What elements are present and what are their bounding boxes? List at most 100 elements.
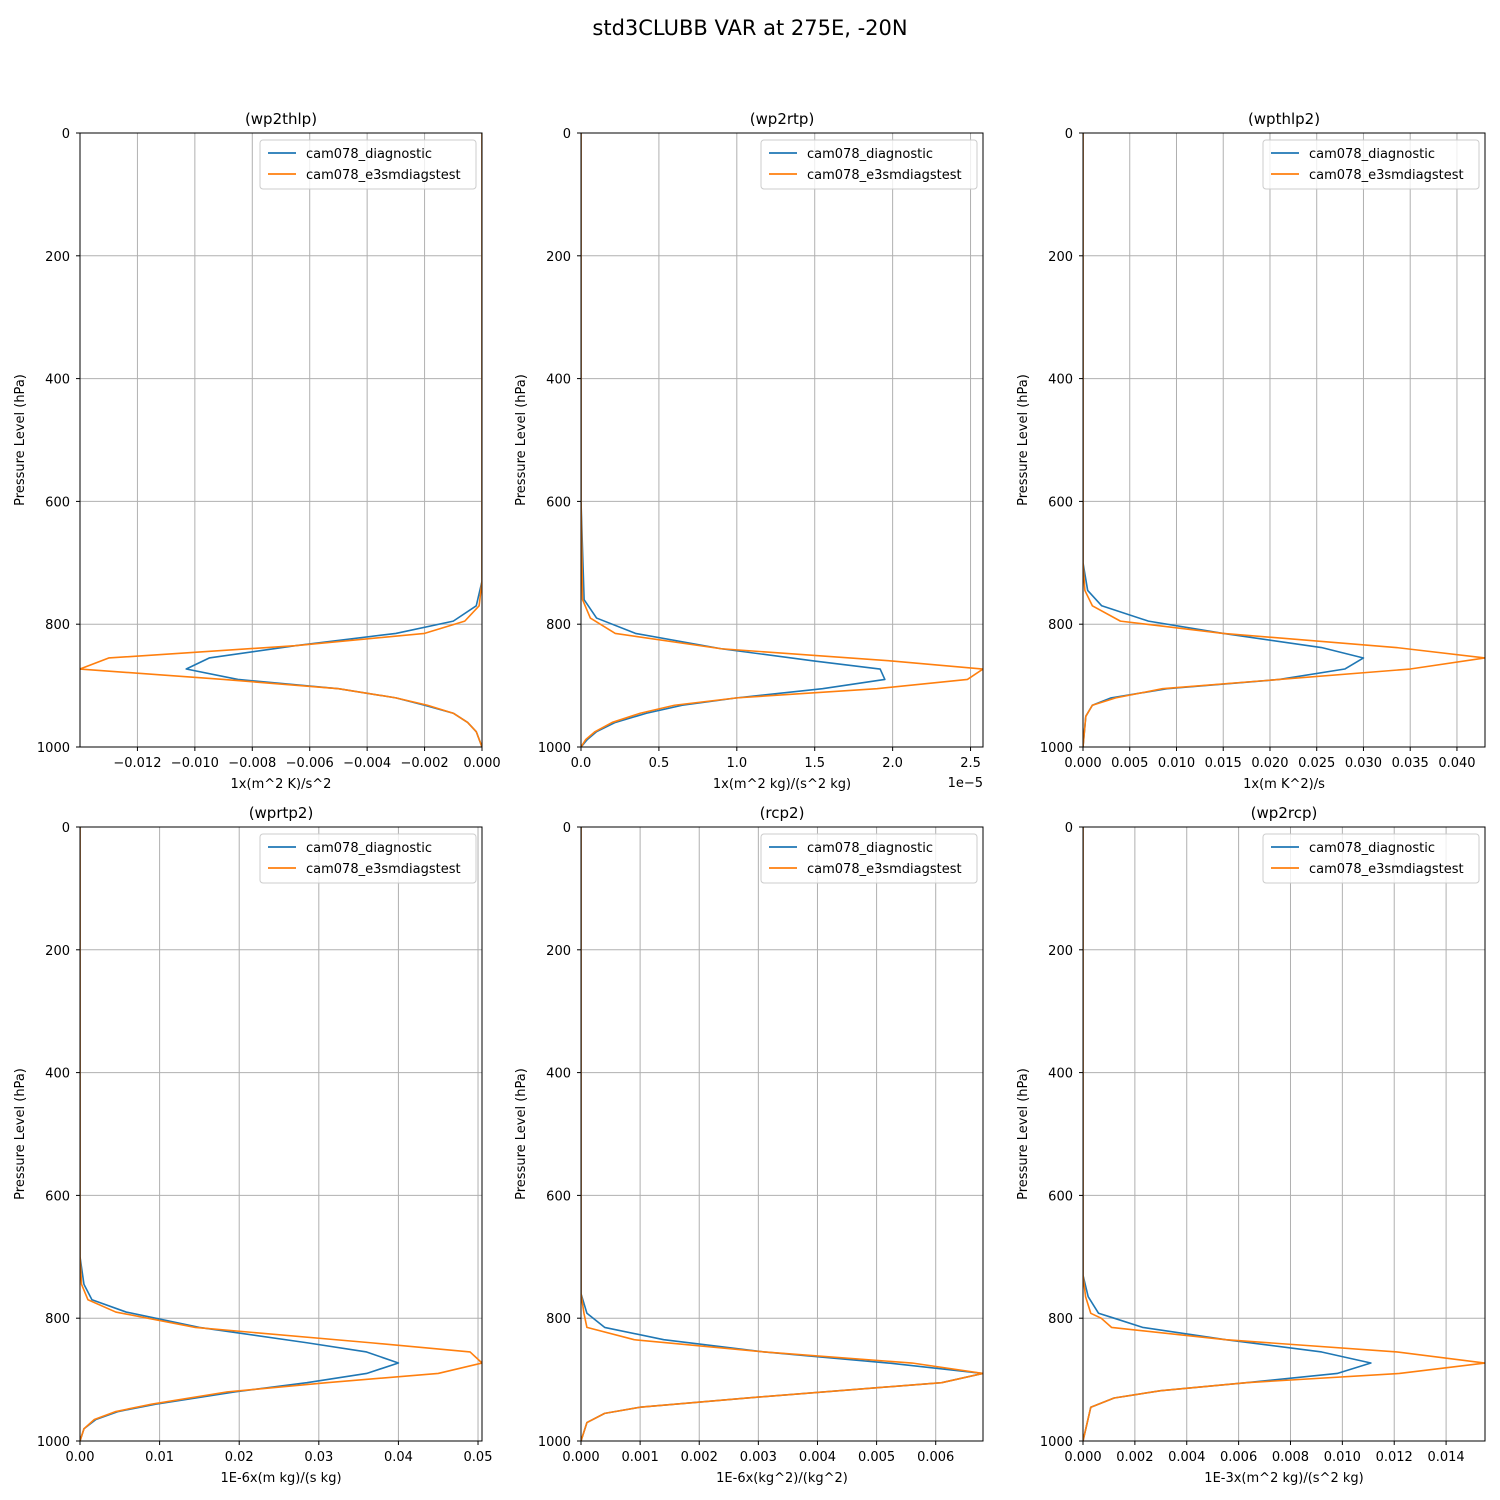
y-tick-label: 400 <box>1048 1067 1073 1082</box>
x-tick-label: 0.00 <box>66 1450 95 1465</box>
legend-label: cam078_e3smdiagstest <box>1309 862 1464 877</box>
axes-frame <box>79 826 483 1442</box>
legend-label: cam078_e3smdiagstest <box>1309 168 1464 183</box>
subplot-3: 0.000 0.005 0.010 0.015 0.020 0.025 0.030 0.035… <box>1016 110 1486 792</box>
legend-box <box>760 833 978 884</box>
legend-label: cam078_diagnostic <box>306 147 432 162</box>
y-tick-label: 200 <box>45 944 70 959</box>
x-tick-label: 0.000 <box>1064 1450 1101 1465</box>
y-tick-label: 600 <box>1048 495 1073 510</box>
subplot-title: (wp2thlp) <box>245 110 317 128</box>
figure-suptitle: std3CLUBB VAR at 275E, -20N <box>592 16 908 40</box>
y-tick-label: 200 <box>1048 944 1073 959</box>
x-tick-label: 0.012 <box>1376 1450 1413 1465</box>
x-tick-label: 0.05 <box>464 1450 493 1465</box>
x-tick-label: 2.0 <box>882 756 903 771</box>
x-axis-label: 1x(m K^2)/s <box>1243 777 1325 792</box>
x-tick-label: 0.002 <box>1116 1450 1153 1465</box>
x-offset-label: 1e−5 <box>948 776 983 791</box>
x-tick-label: 0.000 <box>463 756 500 771</box>
x-axis-label: 1E-6x(m kg)/(s kg) <box>220 1471 341 1486</box>
subplot-2: 0.0 0.5 1.0 1.5 2.0 2.5 0 200 400 600 800 1000 (wp2r… <box>514 110 984 792</box>
legend-label: cam078_diagnostic <box>306 841 432 856</box>
y-tick-label: 0 <box>62 821 70 836</box>
y-tick-label: 1000 <box>37 1435 70 1450</box>
y-tick-label: 200 <box>45 250 70 265</box>
series-line-cam078_diagnostic <box>185 133 482 747</box>
x-axis-label: 1E-3x(m^2 kg)/(s^2 kg) <box>1204 1471 1363 1486</box>
y-tick-label: 0 <box>1065 127 1073 142</box>
series-line-cam078_e3smdiagstest <box>80 133 482 747</box>
axes-frame <box>1082 132 1486 748</box>
x-tick-label: 0.03 <box>304 1450 333 1465</box>
y-tick-label: 0 <box>62 127 70 142</box>
y-tick-label: 1000 <box>538 1435 571 1450</box>
y-tick-label: 800 <box>45 618 70 633</box>
y-tick-label: 1000 <box>1040 741 1073 756</box>
x-axis-label: 1x(m^2 kg)/(s^2 kg) <box>713 777 851 792</box>
x-tick-label: −0.008 <box>228 756 276 771</box>
x-tick-label: 0.001 <box>622 1450 659 1465</box>
x-tick-label: −0.010 <box>171 756 219 771</box>
legend-label: cam078_e3smdiagstest <box>306 862 461 877</box>
x-tick-label: 0.008 <box>1272 1450 1309 1465</box>
y-tick-label: 600 <box>546 1189 571 1204</box>
x-tick-label: 0.04 <box>384 1450 413 1465</box>
y-tick-label: 200 <box>546 944 571 959</box>
x-tick-label: −0.004 <box>343 756 391 771</box>
legend-box <box>259 833 477 884</box>
legend-label: cam078_diagnostic <box>1309 841 1435 856</box>
series-line-cam078_diagnostic <box>581 133 886 747</box>
y-axis-label: Pressure Level (hPa) <box>514 374 529 506</box>
x-tick-label: 0.005 <box>858 1450 895 1465</box>
x-tick-label: 0.003 <box>740 1450 777 1465</box>
y-tick-label: 1000 <box>538 741 571 756</box>
subplot-title: (wpthlp2) <box>1248 110 1320 128</box>
legend-label: cam078_e3smdiagstest <box>807 862 962 877</box>
legend-box <box>1262 833 1480 884</box>
y-axis-label: Pressure Level (hPa) <box>514 1068 529 1200</box>
axes-frame <box>1082 826 1486 1442</box>
x-tick-label: 0.015 <box>1205 756 1242 771</box>
x-tick-label: 0.004 <box>799 1450 836 1465</box>
y-tick-label: 400 <box>1048 373 1073 388</box>
y-axis-label: Pressure Level (hPa) <box>13 1068 28 1200</box>
x-tick-label: 0.004 <box>1168 1450 1205 1465</box>
y-tick-label: 0 <box>563 127 571 142</box>
legend-label: cam078_diagnostic <box>807 147 933 162</box>
subplot-title: (wp2rtp) <box>750 110 815 128</box>
y-tick-label: 0 <box>563 821 571 836</box>
series-line-cam078_e3smdiagstest <box>80 827 482 1441</box>
x-tick-label: 0.002 <box>681 1450 718 1465</box>
y-tick-label: 600 <box>45 495 70 510</box>
series-line-cam078_e3smdiagstest <box>1083 827 1485 1441</box>
legend-label: cam078_e3smdiagstest <box>807 168 962 183</box>
x-axis-label: 1E-6x(kg^2)/(kg^2) <box>716 1471 848 1486</box>
series-line-cam078_e3smdiagstest <box>581 133 983 747</box>
subplot-title: (wprtp2) <box>249 804 314 822</box>
y-tick-label: 400 <box>546 1067 571 1082</box>
legend-label: cam078_diagnostic <box>1309 147 1435 162</box>
x-tick-label: 0.005 <box>1111 756 1148 771</box>
y-tick-label: 400 <box>45 1067 70 1082</box>
subplot-6: 0.000 0.002 0.004 0.006 0.008 0.010 0.012 0.014… <box>1016 804 1486 1486</box>
y-tick-label: 400 <box>45 373 70 388</box>
x-tick-label: −0.006 <box>286 756 334 771</box>
x-tick-label: 0.01 <box>145 1450 174 1465</box>
legend-label: cam078_e3smdiagstest <box>306 168 461 183</box>
legend-label: cam078_diagnostic <box>807 841 933 856</box>
x-tick-label: −0.012 <box>113 756 161 771</box>
series-line-cam078_diagnostic <box>1083 827 1372 1441</box>
y-tick-label: 800 <box>546 1312 571 1327</box>
y-tick-label: 1000 <box>37 741 70 756</box>
y-tick-label: 600 <box>45 1189 70 1204</box>
y-tick-label: 200 <box>1048 250 1073 265</box>
y-axis-label: Pressure Level (hPa) <box>1016 1068 1031 1200</box>
x-tick-label: 0.006 <box>917 1450 954 1465</box>
subplot-5: 0.000 0.001 0.002 0.003 0.004 0.005 0.006 0 200 4… <box>514 804 984 1486</box>
x-tick-label: 0.000 <box>1064 756 1101 771</box>
legend-box <box>259 139 477 190</box>
subplot-1: −0.012 −0.010 −0.008 −0.006 −0.004 −0.002 0.00… <box>13 110 501 792</box>
